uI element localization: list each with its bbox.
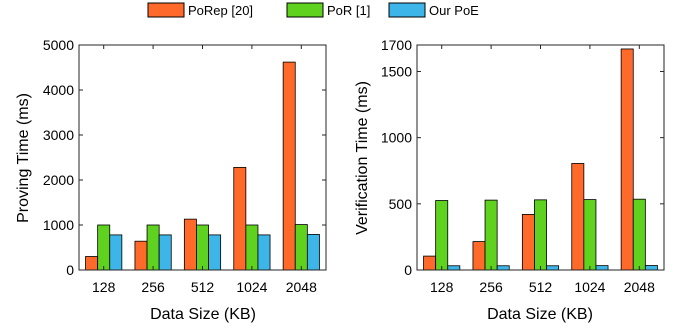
x-tick-label: 256	[141, 279, 165, 295]
bar-por-1-2048	[294, 224, 308, 271]
y-tick-label: 500	[389, 196, 413, 212]
bar-por-1-128	[435, 200, 449, 271]
y-axis-label: Verification Time (ms)	[354, 81, 371, 235]
bar-our-poe-256	[158, 234, 172, 271]
bar-por-1-256	[146, 224, 160, 271]
bar-porep-20-128	[85, 256, 99, 271]
bar-our-poe-512	[546, 265, 560, 271]
x-tick-label: 1024	[574, 279, 605, 295]
bar-our-poe-512	[208, 234, 222, 271]
y-tick-label: 0	[404, 262, 412, 278]
x-tick-label: 512	[191, 279, 215, 295]
bar-our-poe-2048	[306, 234, 320, 271]
legend-label-porep: PoRep [20]	[188, 3, 253, 18]
bar-por-1-256	[484, 199, 498, 271]
x-tick-label: 512	[529, 279, 553, 295]
bar-our-poe-2048	[644, 265, 658, 271]
bar-por-1-512	[196, 224, 209, 271]
proving-time-chart: Proving Time (ms) Data Size (KB) 0 1000 20…	[15, 37, 327, 323]
y-tick-label: 1000	[43, 217, 74, 233]
bar-porep-20-2048	[282, 61, 296, 271]
x-axis-label: Data Size (KB)	[487, 306, 593, 323]
x-tick-label: 256	[479, 279, 503, 295]
bar-porep-20-2048	[620, 48, 634, 271]
legend-swatch-porep	[147, 2, 185, 18]
bar-porep-20-1024	[233, 166, 247, 271]
y-tick-label: 1000	[381, 130, 412, 146]
bar-porep-20-512	[183, 218, 197, 271]
bar-por-1-1024	[245, 224, 259, 271]
y-tick-label: 1700	[381, 37, 412, 53]
y-tick-label: 4000	[43, 82, 74, 98]
y-tick-label: 1500	[381, 63, 412, 79]
y-tick-label: 5000	[43, 37, 74, 53]
bar-our-poe-128	[109, 234, 123, 271]
bar-our-poe-1024	[257, 234, 271, 271]
verification-time-chart: Verification Time (ms) Data Size (KB) 0 5…	[354, 37, 665, 323]
y-tick-label: 3000	[43, 127, 74, 143]
x-tick-label: 128	[430, 279, 454, 295]
bar-porep-20-256	[472, 241, 486, 271]
bar-porep-20-512	[521, 214, 535, 271]
x-tick-label: 2048	[624, 279, 655, 295]
bar-porep-20-128	[423, 255, 437, 271]
bar-our-poe-256	[496, 265, 510, 271]
bar-porep-20-256	[134, 240, 148, 271]
y-tick-label: 2000	[43, 172, 74, 188]
legend-swatch-por	[286, 2, 324, 18]
legend-label-por: PoR [1]	[327, 3, 370, 18]
legend: PoRep [20] PoR [1] Our PoE	[147, 2, 479, 18]
x-tick-label: 2048	[286, 279, 317, 295]
y-axis-label: Proving Time (ms)	[15, 93, 32, 223]
x-tick-label: 1024	[236, 279, 267, 295]
bar-our-poe-1024	[595, 265, 609, 271]
bar-por-1-1024	[583, 199, 597, 271]
y-tick-label: 0	[66, 262, 74, 278]
bar-por-1-128	[97, 224, 111, 271]
bar-por-1-2048	[632, 198, 646, 271]
bar-our-poe-128	[447, 265, 461, 271]
legend-swatch-ourpoe	[388, 2, 426, 18]
bar-porep-20-1024	[571, 163, 585, 271]
x-tick-label: 128	[92, 279, 116, 295]
bar-por-1-512	[534, 199, 547, 271]
legend-label-ourpoe: Our PoE	[429, 3, 479, 18]
x-axis-label: Data Size (KB)	[150, 306, 256, 323]
